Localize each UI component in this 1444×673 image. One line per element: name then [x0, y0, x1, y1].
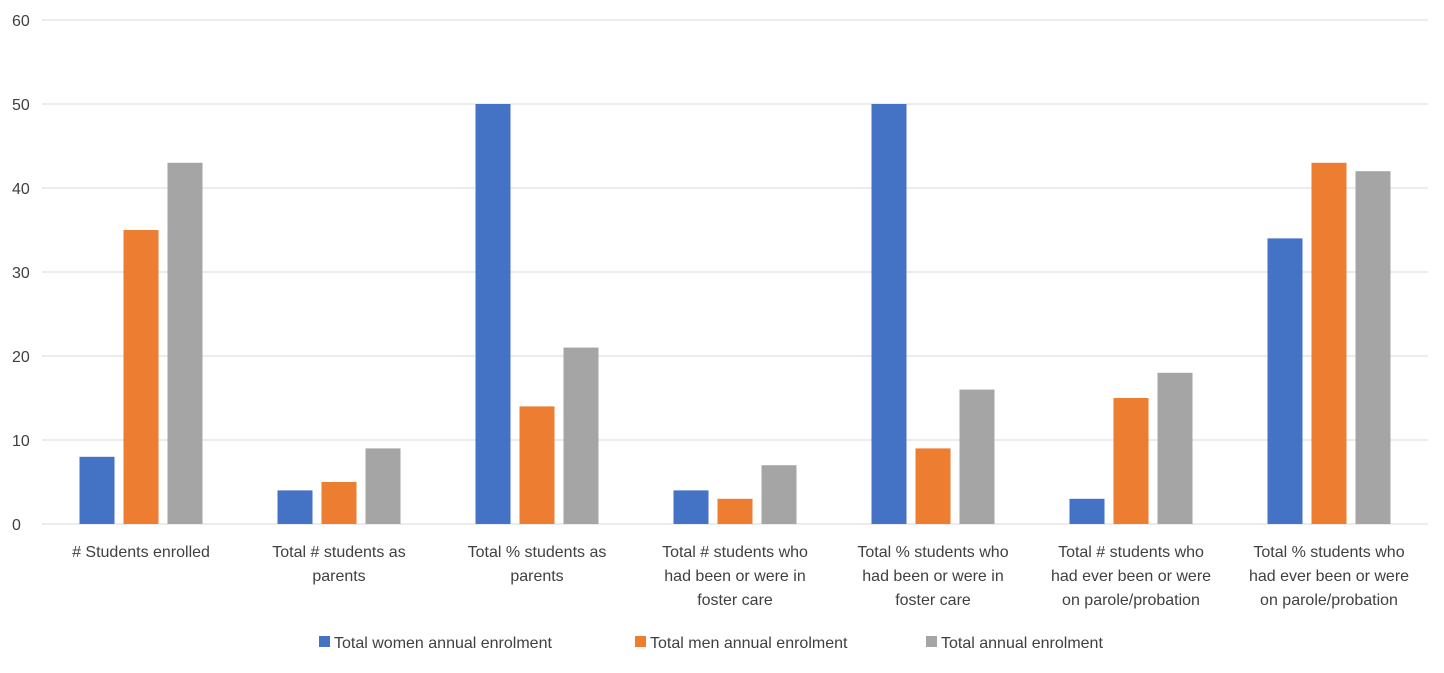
legend-swatch	[926, 636, 937, 647]
x-tick-label-line: parents	[312, 568, 365, 585]
x-tick-label-line: Total % students as	[468, 544, 607, 561]
bar	[1157, 372, 1193, 524]
bar	[761, 465, 797, 524]
bar	[959, 389, 995, 524]
x-tick-label: Total # students who had been or were in f…	[662, 544, 808, 609]
gridlines	[42, 19, 1428, 525]
bars	[79, 104, 1391, 525]
x-tick-label-line: Total # students as	[272, 544, 405, 561]
bar	[321, 482, 357, 524]
bar	[563, 347, 599, 524]
x-axis-labels: # Students enrolled Total # students as pa…	[72, 544, 1409, 609]
bar	[1069, 498, 1105, 524]
x-tick-label: # Students enrolled	[72, 544, 210, 561]
bar	[1311, 162, 1347, 525]
x-tick-label-line: parents	[510, 568, 563, 585]
x-tick-label: Total % students as parents	[468, 544, 607, 585]
bar	[717, 498, 753, 524]
x-tick-label: Total # students who had ever been or wer…	[1051, 544, 1211, 609]
bar	[79, 456, 115, 524]
y-axis-ticks: 0 10 20 30 40 50 60	[12, 13, 30, 534]
x-tick-label-line: on parole/probation	[1062, 592, 1200, 609]
legend-swatch	[319, 636, 330, 647]
bar	[915, 448, 951, 524]
legend-label: Total annual enrolment	[941, 635, 1103, 652]
bar	[519, 406, 555, 524]
y-tick-label: 50	[12, 97, 30, 114]
bar	[871, 104, 907, 524]
x-tick-label: Total % students who had been or were in f…	[857, 544, 1008, 609]
bar	[123, 230, 159, 524]
x-tick-label-line: Total # students who	[662, 544, 808, 561]
x-tick-label-line: had ever been or were	[1249, 568, 1409, 585]
x-tick-label-line: had ever been or were	[1051, 568, 1211, 585]
y-tick-label: 20	[12, 349, 30, 366]
x-tick-label-line: foster care	[895, 592, 971, 609]
x-tick-label-line: had been or were in	[862, 568, 1003, 585]
bar	[673, 490, 709, 524]
y-tick-label: 0	[12, 517, 21, 534]
y-tick-label: 30	[12, 265, 30, 282]
bar	[1113, 398, 1149, 524]
y-tick-label: 60	[12, 13, 30, 30]
bar	[365, 448, 401, 524]
y-tick-label: 10	[12, 433, 30, 450]
x-tick-label-line: Total % students who	[1253, 544, 1404, 561]
legend-label: Total women annual enrolment	[334, 635, 552, 652]
bar	[277, 490, 313, 524]
x-tick-label-line: # Students enrolled	[72, 544, 210, 561]
legend: Total women annual enrolment Total men an…	[319, 635, 1103, 652]
x-tick-label-line: Total # students who	[1058, 544, 1204, 561]
legend-label: Total men annual enrolment	[650, 635, 848, 652]
bar	[1355, 171, 1391, 524]
x-tick-label-line: on parole/probation	[1260, 592, 1398, 609]
bar	[475, 104, 511, 524]
x-tick-label-line: foster care	[697, 592, 773, 609]
x-tick-label: Total % students who had ever been or wer…	[1249, 544, 1409, 609]
x-tick-label: Total # students as parents	[272, 544, 405, 585]
legend-swatch	[635, 636, 646, 647]
x-tick-label-line: had been or were in	[664, 568, 805, 585]
bar	[167, 162, 203, 525]
bar	[1267, 238, 1303, 524]
y-tick-label: 40	[12, 181, 30, 198]
x-tick-label-line: Total % students who	[857, 544, 1008, 561]
